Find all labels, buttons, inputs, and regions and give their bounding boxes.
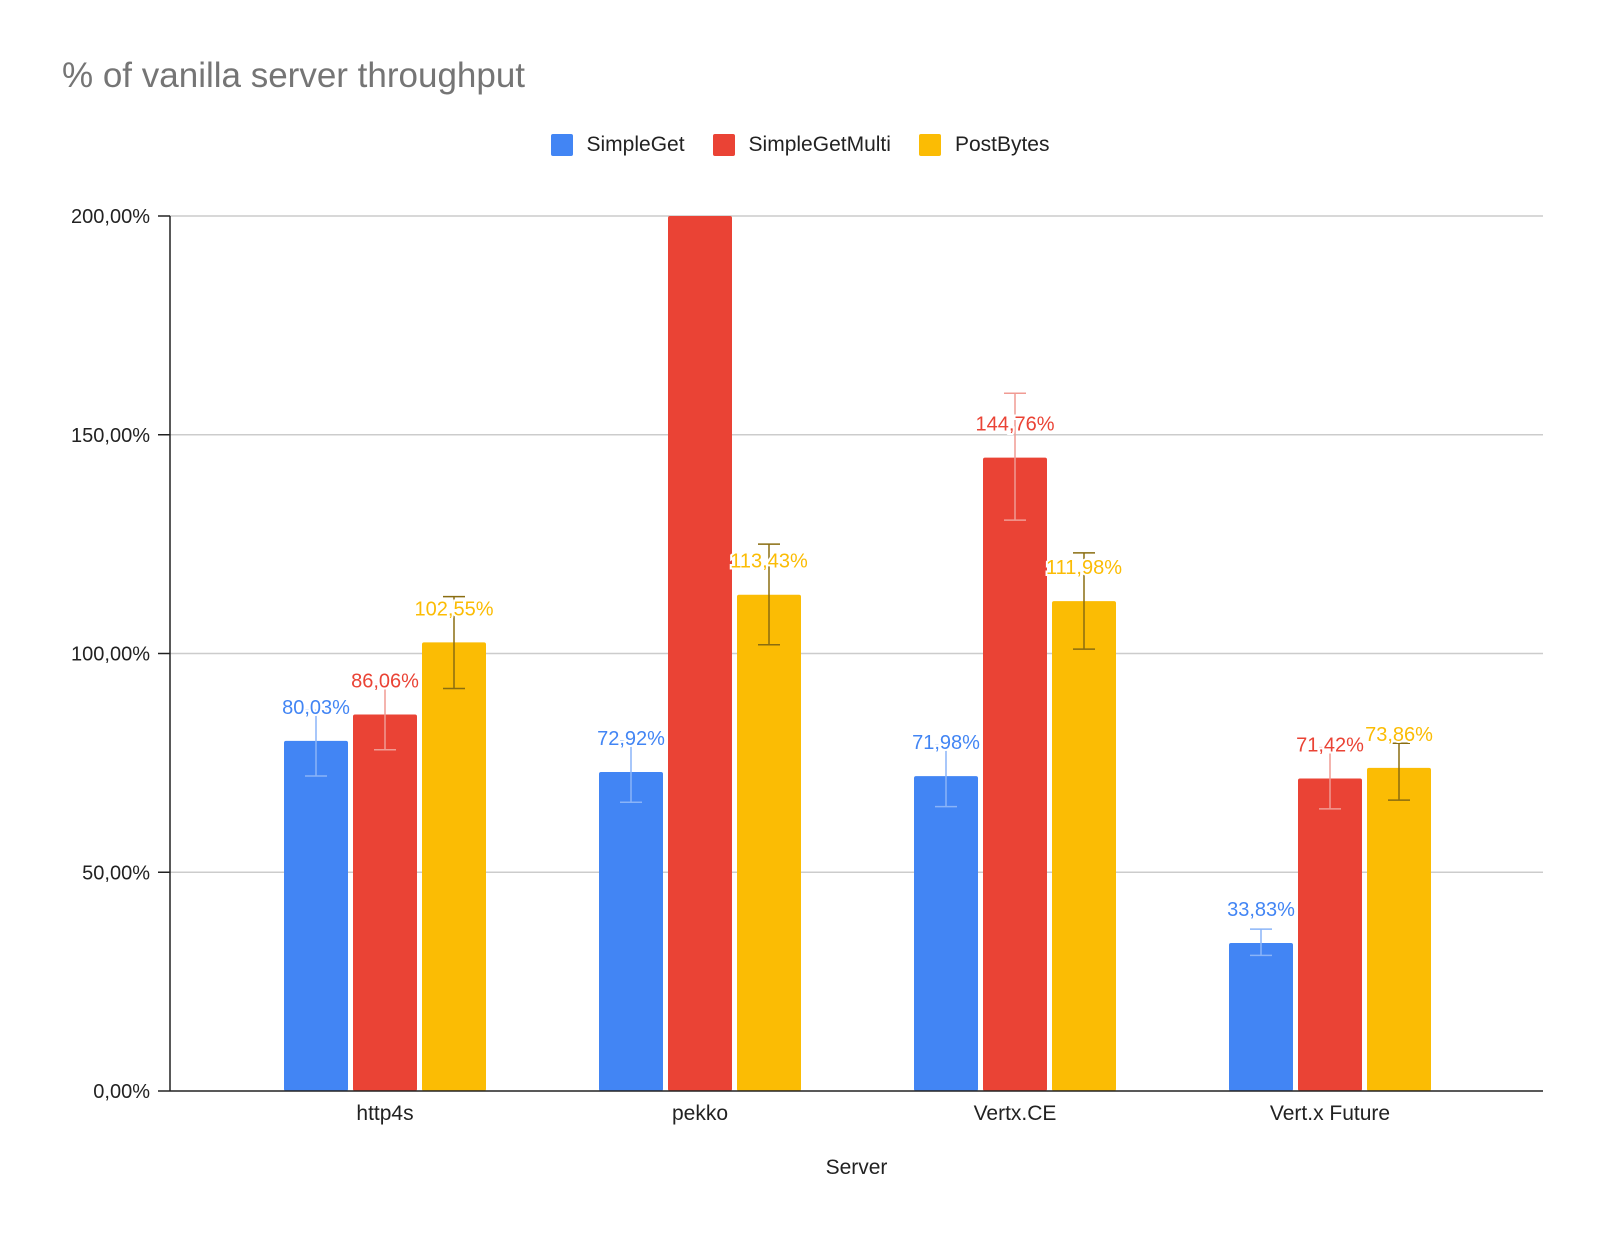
data-label: 86,06% xyxy=(351,670,419,692)
legend-label-simplegetmulti: SimpleGetMulti xyxy=(748,133,891,156)
data-label: 80,03% xyxy=(282,697,350,719)
bar xyxy=(353,714,417,1091)
data-label: 144,76% xyxy=(976,414,1055,436)
bar xyxy=(1229,942,1293,1091)
data-label: 113,43% xyxy=(730,551,808,573)
legend-item-simplegetmulti: SimpleGetMulti xyxy=(712,133,891,157)
data-labels: 80,03% 72,92% 71,98% 33,83% 86,06% 144,76% 71,… xyxy=(280,392,1435,957)
bar xyxy=(1367,767,1431,1091)
legend-swatch-simpleget xyxy=(550,134,573,156)
bar xyxy=(422,642,486,1091)
data-label: 71,98% xyxy=(912,732,980,754)
legend-item-postbytes: PostBytes xyxy=(918,133,1050,157)
x-tick-label: Vert.x Future xyxy=(1270,1102,1390,1125)
y-tick-label: 0,00% xyxy=(93,1081,150,1103)
y-tick-label: 150,00% xyxy=(71,425,150,447)
chart-legend: SimpleGet SimpleGetMulti PostBytes xyxy=(0,133,1600,157)
x-tick-label: http4s xyxy=(356,1102,413,1125)
data-label: 73,86% xyxy=(1365,724,1433,746)
bars xyxy=(284,216,1431,1091)
bar xyxy=(983,457,1047,1091)
bar xyxy=(284,740,348,1091)
data-label: 33,83% xyxy=(1227,899,1295,921)
x-tick-label: pekko xyxy=(672,1102,728,1125)
bar xyxy=(1298,778,1362,1091)
data-label: 72,92% xyxy=(597,728,665,750)
x-axis-title: Server xyxy=(826,1156,888,1179)
legend-swatch-postbytes xyxy=(918,134,941,156)
y-tick-label: 200,00% xyxy=(71,206,150,228)
x-tick-label: Vertx.CE xyxy=(974,1102,1057,1125)
data-label: 71,42% xyxy=(1296,735,1364,757)
axes: 0,00% 50,00% 100,00% 150,00% 200,00% http4s pe… xyxy=(71,206,1543,1179)
legend-swatch-simplegetmulti xyxy=(712,134,735,156)
data-label: 111,98% xyxy=(1046,557,1122,579)
bar xyxy=(914,776,978,1091)
legend-label-postbytes: PostBytes xyxy=(954,133,1050,156)
bar xyxy=(737,594,801,1091)
bar xyxy=(668,216,732,1091)
data-label: 102,55% xyxy=(415,598,494,620)
chart-title: % of vanilla server throughput xyxy=(62,56,526,95)
legend-item-simpleget: SimpleGet xyxy=(550,133,685,157)
legend-label-simpleget: SimpleGet xyxy=(586,133,685,156)
bar xyxy=(1052,601,1116,1091)
bar xyxy=(599,771,663,1091)
y-tick-label: 50,00% xyxy=(82,862,150,884)
y-tick-label: 100,00% xyxy=(71,644,150,666)
